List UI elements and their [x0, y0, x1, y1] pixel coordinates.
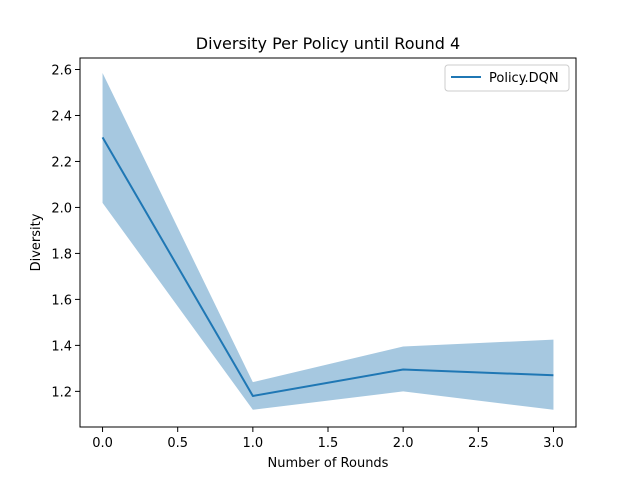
plot-area: [101, 72, 554, 410]
x-tick-label: 0.5: [167, 436, 188, 451]
y-tick-label: 1.4: [51, 339, 72, 354]
x-tick-label: 0.0: [92, 436, 113, 451]
series-line: [101, 136, 554, 397]
confidence-band: [102, 72, 554, 410]
chart-title: Diversity Per Policy until Round 4: [196, 34, 460, 53]
x-axis: 0.0 0.5 1.0 1.5 2.0 2.5 3.0: [92, 427, 564, 451]
x-axis-label: Number of Rounds: [268, 456, 389, 471]
y-axis: 1.2 1.4 1.6 1.8 2.0 2.2 2.4 2.6: [51, 63, 80, 400]
y-tick-label: 1.2: [51, 385, 72, 400]
y-tick-label: 2.2: [51, 155, 72, 170]
x-tick-label: 2.0: [393, 436, 414, 451]
legend: Policy.DQN: [444, 64, 570, 92]
x-tick-label: 1.5: [318, 436, 339, 451]
y-tick-label: 1.6: [51, 293, 72, 308]
x-tick-label: 2.5: [468, 436, 489, 451]
legend-box: [444, 64, 570, 92]
y-axis-label: Diversity: [29, 213, 44, 271]
y-tick-label: 2.0: [51, 201, 72, 216]
y-tick-label: 1.8: [51, 247, 72, 262]
y-tick-label: 2.6: [51, 63, 72, 78]
legend-label: Policy.DQN: [489, 71, 559, 86]
y-tick-label: 2.4: [51, 109, 72, 124]
x-tick-label: 3.0: [543, 436, 564, 451]
x-tick-label: 1.0: [243, 436, 264, 451]
